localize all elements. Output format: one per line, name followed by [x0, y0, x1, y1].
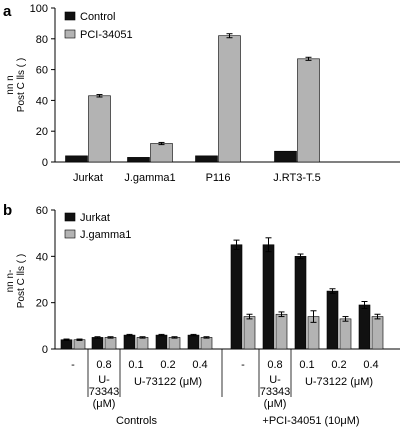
bar: [218, 35, 241, 163]
y-tick-label: 40: [36, 95, 48, 107]
bar: [297, 58, 320, 163]
bar: [294, 256, 307, 350]
legend-label: Control: [80, 11, 115, 23]
y-axis-title-line: nn n: [5, 75, 16, 94]
condition-label: U-: [269, 374, 281, 386]
bar: [339, 318, 352, 350]
bar: [274, 150, 297, 163]
legend-swatch: [64, 229, 76, 239]
bar: [155, 334, 168, 350]
x-tick-label: -: [241, 359, 245, 371]
y-axis-title-line: Post C lls ( ): [16, 58, 27, 112]
y-axis-title-line: nn n-: [5, 270, 16, 293]
bar: [371, 316, 384, 350]
bar: [60, 339, 73, 350]
x-tick-label: J.RT3-T.5: [273, 172, 320, 184]
bar: [187, 334, 200, 350]
legend-label: PCI-34051: [80, 29, 133, 41]
y-tick-label: 0: [42, 344, 48, 356]
group-label: +PCI-34051 (10μM): [262, 415, 359, 427]
bar: [275, 313, 288, 350]
x-tick-label: J.gamma1: [124, 172, 175, 184]
y-tick-label: 40: [36, 251, 48, 263]
x-tick-label: P116: [206, 172, 231, 184]
bar: [150, 143, 173, 163]
y-axis-title: nn n Post C lls ( ): [5, 58, 27, 112]
x-tick-label: 0.4: [192, 359, 207, 371]
legend-label: J.gamma1: [80, 229, 131, 241]
condition-label: (μM): [93, 398, 116, 410]
group-label: Controls: [116, 415, 157, 427]
y-axis-title-line: Post C lls ( ): [16, 254, 27, 308]
x-tick-label: 0.1: [128, 359, 143, 371]
x-tick-label: 0.1: [299, 359, 314, 371]
legend-swatch: [64, 212, 76, 222]
panel-label: a: [3, 3, 12, 20]
bar: [127, 157, 150, 163]
x-tick-label: 0.8: [96, 359, 111, 371]
y-tick-label: 60: [36, 205, 48, 217]
y-tick-label: 20: [36, 126, 48, 138]
bar: [262, 244, 275, 350]
x-tick-label: 0.4: [363, 359, 378, 371]
y-tick-label: 20: [36, 298, 48, 310]
bar: [65, 155, 88, 163]
bar: [200, 337, 213, 350]
x-tick-label: Jurkat: [73, 172, 103, 184]
bar: [88, 95, 111, 163]
legend-swatch: [64, 29, 76, 39]
condition-label: U-: [98, 374, 110, 386]
y-axis-title: nn n- Post C lls ( ): [5, 254, 27, 308]
bar: [358, 304, 371, 350]
condition-label: (μM): [264, 398, 287, 410]
x-tick-label: 0.2: [331, 359, 346, 371]
condition-label: 73343: [89, 386, 120, 398]
bar: [136, 337, 149, 350]
x-tick-label: 0.8: [267, 359, 282, 371]
panel-label: b: [3, 202, 12, 219]
y-tick-label: 100: [30, 3, 48, 15]
condition-label: 73343: [260, 386, 291, 398]
bar: [326, 290, 339, 350]
x-tick-label: -: [71, 359, 75, 371]
bar: [168, 337, 181, 350]
legend-swatch: [64, 11, 76, 21]
x-tick-label: 0.2: [160, 359, 175, 371]
y-tick-label: 60: [36, 65, 48, 77]
bar: [230, 244, 243, 350]
bar: [243, 316, 256, 350]
bar: [91, 337, 104, 350]
y-tick-label: 0: [42, 157, 48, 169]
y-tick-label: 80: [36, 34, 48, 46]
condition-label: U-73122 (μM): [134, 376, 202, 388]
bar: [195, 155, 218, 163]
condition-label: U-73122 (μM): [305, 376, 373, 388]
bar: [104, 337, 117, 350]
bar: [123, 334, 136, 350]
legend-label: Jurkat: [80, 212, 110, 224]
bar: [73, 339, 86, 350]
